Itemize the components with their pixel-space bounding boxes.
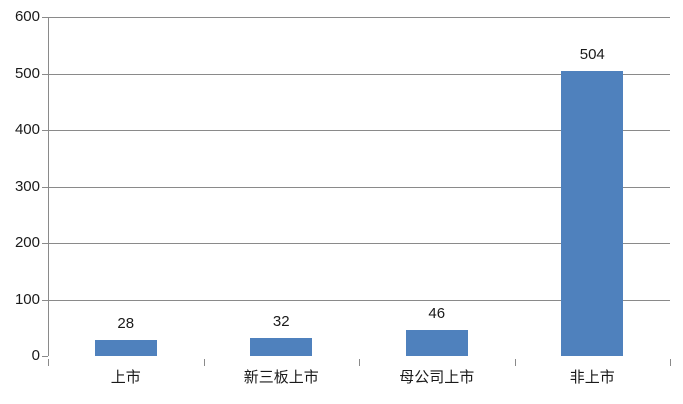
y-axis-tick-label: 100 (14, 290, 40, 308)
value-label: 504 (579, 46, 605, 64)
y-axis-tick-label: 400 (14, 121, 40, 138)
gridline (48, 17, 670, 18)
bar (250, 337, 313, 356)
y-axis-tick-label: 300 (14, 177, 40, 195)
bar (561, 71, 624, 356)
x-axis-tick (670, 359, 671, 366)
x-axis-tick (359, 359, 360, 366)
x-axis-tick (48, 359, 49, 366)
y-axis-tick (42, 73, 48, 75)
y-axis-tick-label: 600 (14, 8, 40, 25)
gridline (48, 73, 670, 75)
y-axis-tick (42, 17, 48, 18)
category-label: 非上市 (569, 369, 615, 386)
y-axis-tick (42, 243, 48, 244)
gridline (48, 130, 670, 131)
y-axis-tick-label: 500 (14, 64, 40, 82)
value-label: 28 (117, 315, 135, 333)
gridline (48, 243, 670, 244)
y-axis-tick (42, 130, 48, 131)
gridline (48, 186, 670, 188)
category-label: 母公司上市 (399, 369, 475, 386)
y-axis-tick (42, 299, 48, 301)
x-axis-tick (203, 359, 205, 366)
x-axis-tick (514, 359, 516, 366)
bar (405, 330, 468, 356)
y-axis-line (48, 17, 49, 356)
gridline (48, 299, 670, 301)
value-label: 46 (428, 305, 446, 322)
y-axis-tick-label: 0 (31, 347, 40, 364)
y-axis-tick-label: 200 (14, 234, 40, 251)
category-label: 上市 (110, 369, 141, 386)
category-label: 新三板上市 (243, 369, 319, 386)
y-axis-tick (42, 186, 48, 188)
value-label: 32 (272, 312, 290, 330)
bar (94, 340, 157, 356)
y-axis-tick (42, 356, 48, 357)
